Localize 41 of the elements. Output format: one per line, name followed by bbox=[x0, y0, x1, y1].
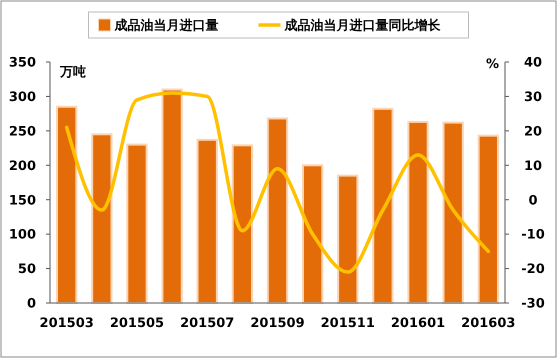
bar bbox=[337, 174, 358, 304]
y-tick-label: 50 bbox=[18, 262, 36, 278]
bar bbox=[232, 144, 254, 304]
bar bbox=[372, 108, 394, 304]
bar bbox=[56, 106, 78, 304]
line-series bbox=[64, 91, 490, 274]
y-axis-title: 万吨 bbox=[59, 65, 86, 80]
bar bbox=[302, 164, 324, 304]
legend-label: 成品油当月进口量同比增长 bbox=[284, 18, 442, 34]
bar bbox=[442, 122, 464, 304]
y-tick-label: 350 bbox=[8, 56, 36, 71]
x-tick-label: 201507 bbox=[180, 316, 234, 331]
y2-axis-title: % bbox=[486, 57, 499, 72]
y-tick-label: 200 bbox=[8, 158, 36, 174]
bar bbox=[91, 133, 112, 304]
y-tick-label: 250 bbox=[8, 124, 36, 140]
x-tick-label: 201511 bbox=[320, 316, 375, 331]
x-tick-label: 201505 bbox=[110, 316, 164, 331]
bar bbox=[161, 88, 183, 304]
x-tick-label: 201503 bbox=[40, 316, 94, 331]
y2-tick-label: -30 bbox=[521, 296, 545, 312]
y-tick-label: 100 bbox=[8, 228, 36, 243]
y2-tick-label: 0 bbox=[528, 193, 538, 208]
y-tick-label: 150 bbox=[8, 193, 36, 208]
y-tick-label: 0 bbox=[26, 296, 36, 312]
bar bbox=[126, 144, 148, 304]
y2-tick-label: 20 bbox=[524, 124, 542, 140]
y2-tick-label: -20 bbox=[521, 262, 545, 278]
bar bbox=[407, 120, 429, 304]
bar bbox=[478, 134, 499, 304]
bar bbox=[196, 138, 218, 304]
y-tick-label: 300 bbox=[8, 90, 36, 105]
y2-tick-label: 30 bbox=[524, 90, 542, 105]
y2-tick-label: 10 bbox=[524, 158, 542, 174]
x-tick-label: 201603 bbox=[461, 316, 516, 331]
y2-tick-label: 40 bbox=[524, 56, 542, 71]
legend-label: 成品油当月进口量 bbox=[114, 18, 218, 34]
y2-tick-label: -10 bbox=[521, 228, 545, 243]
bar bbox=[266, 117, 288, 304]
x-tick-label: 201509 bbox=[250, 316, 305, 331]
x-tick-label: 201601 bbox=[390, 316, 446, 331]
